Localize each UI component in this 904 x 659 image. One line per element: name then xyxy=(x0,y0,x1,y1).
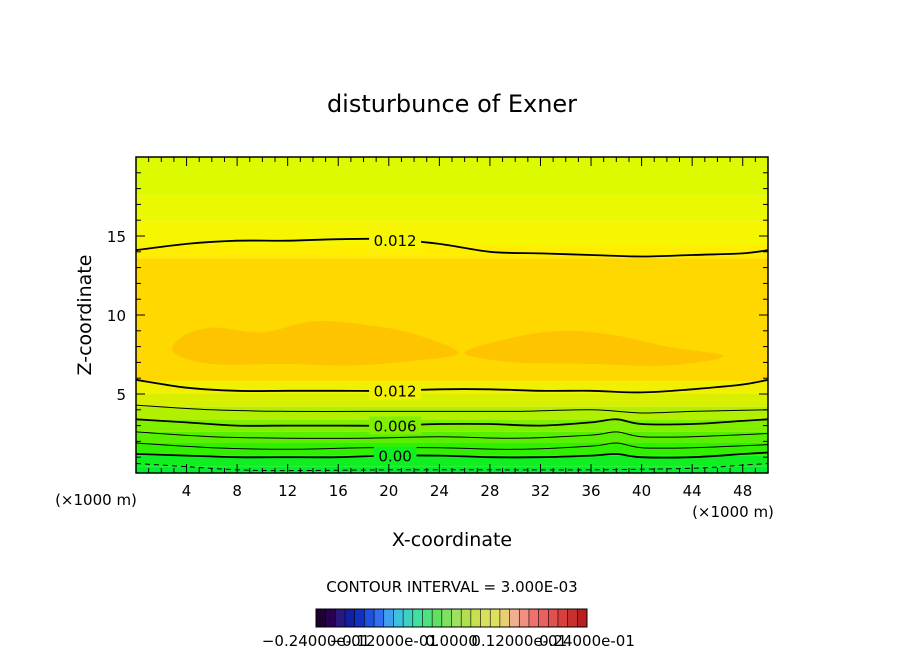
x-unit-right: (×1000 m) xyxy=(692,503,774,521)
contour-line-1 xyxy=(136,378,768,394)
x-tick-label-32: 32 xyxy=(531,482,550,500)
contour-line-6 xyxy=(136,451,768,459)
x-tick-label-8: 8 xyxy=(232,482,242,500)
colorbar-swatch-5 xyxy=(364,609,375,627)
contour-line-3 xyxy=(136,418,768,427)
contour-label-bg-3 xyxy=(369,416,422,435)
colorbar-swatch-13 xyxy=(441,609,452,627)
x-tick-label-20: 20 xyxy=(379,482,398,500)
contour-line-5 xyxy=(136,442,768,450)
y-axis-title: Z-coordinate xyxy=(74,255,96,376)
chart-title: disturbunce of Exner xyxy=(327,90,577,118)
contour-label-bg-6 xyxy=(373,446,417,465)
colorbar-swatch-4 xyxy=(354,609,365,627)
colorbar-swatch-9 xyxy=(403,609,414,627)
colorbar-swatch-27 xyxy=(577,609,588,627)
colorbar-swatch-0 xyxy=(316,609,326,627)
colorbar-swatch-26 xyxy=(567,609,578,627)
colorbar-swatch-16 xyxy=(470,609,481,627)
x-tick-label-48: 48 xyxy=(733,482,752,500)
contour-lines xyxy=(136,237,768,472)
colorbar-swatch-15 xyxy=(461,609,472,627)
x-unit-left: (×1000 m) xyxy=(55,491,137,509)
colorbar-label-0: −0.24000e-01 xyxy=(262,632,370,650)
fill-band-1 xyxy=(136,455,768,467)
contour-line-4 xyxy=(136,431,768,439)
contour-label-3: 0.006 xyxy=(374,417,417,435)
x-tick-label-24: 24 xyxy=(430,482,449,500)
y-tick-label-10: 10 xyxy=(107,307,126,325)
colorbar-swatch-17 xyxy=(480,609,491,627)
colorbar xyxy=(315,608,588,628)
max-region-0 xyxy=(172,320,459,366)
colorbar-swatch-21 xyxy=(519,609,530,627)
colorbar-swatch-14 xyxy=(451,609,462,627)
contour-label-6: 0.00 xyxy=(378,448,411,466)
colorbar-swatch-25 xyxy=(557,609,568,627)
colorbar-label-3: 0.12000e-01 xyxy=(471,632,567,650)
y-tick-label-5: 5 xyxy=(116,386,126,404)
colorbar-swatch-12 xyxy=(432,609,443,627)
fill-band-11 xyxy=(136,194,768,221)
contour-label-bg-0 xyxy=(369,230,422,249)
colorbar-swatch-6 xyxy=(374,609,385,627)
x-tick-label-44: 44 xyxy=(683,482,702,500)
colorbar-swatch-7 xyxy=(383,609,394,627)
colorbar-labels: −0.24000e-01−0.12000e-010.00000.12000e-0… xyxy=(262,632,635,650)
x-tick-label-40: 40 xyxy=(632,482,651,500)
colorbar-label-1: −0.12000e-01 xyxy=(330,632,438,650)
fill-band-2 xyxy=(136,442,768,456)
contour-label-0: 0.012 xyxy=(374,232,417,250)
x-axis-title: X-coordinate xyxy=(392,529,512,551)
colorbar-swatch-24 xyxy=(548,609,559,627)
colorbar-swatch-11 xyxy=(422,609,433,627)
x-tick-label-4: 4 xyxy=(182,482,192,500)
fill-band-7 xyxy=(136,381,768,394)
x-tick-label-16: 16 xyxy=(329,482,348,500)
colorbar-swatch-8 xyxy=(393,609,404,627)
contour-label-1: 0.012 xyxy=(374,383,417,401)
colorbar-swatch-23 xyxy=(538,609,549,627)
x-tick-label-12: 12 xyxy=(278,482,297,500)
colorbar-label-2: 0.0000 xyxy=(425,632,478,650)
fill-band-6 xyxy=(136,394,768,407)
fill-band-12 xyxy=(136,157,768,195)
contour-line-7 xyxy=(136,463,768,472)
contour-interval-text: CONTOUR INTERVAL = 3.000E-03 xyxy=(326,578,577,596)
contour-line-2 xyxy=(136,404,768,414)
colorbar-swatch-1 xyxy=(325,609,336,627)
colorbar-swatch-18 xyxy=(490,609,501,627)
colorbar-swatch-2 xyxy=(335,609,346,627)
x-tick-label-36: 36 xyxy=(581,482,600,500)
fill-band-5 xyxy=(136,406,768,420)
x-tick-label-28: 28 xyxy=(480,482,499,500)
colorbar-swatch-10 xyxy=(412,609,423,627)
contour-line-0 xyxy=(136,237,768,258)
fill-band-4 xyxy=(136,419,768,432)
fill-band-3 xyxy=(136,431,768,443)
colorbar-frame xyxy=(315,608,588,628)
contour-labels: 0.012 0.012 0.006 0.00 xyxy=(369,230,422,466)
colorbar-label-4: 0.24000e-01 xyxy=(539,632,635,650)
y-tick-label-15: 15 xyxy=(107,228,126,246)
colorbar-swatch-19 xyxy=(499,609,510,627)
x-tick-labels: 4 8 12 16 20 24 28 32 36 40 44 48 xyxy=(182,482,752,500)
y-tick-labels: 5 10 15 xyxy=(107,228,126,404)
colorbar-swatch-3 xyxy=(345,609,356,627)
colorbar-swatch-20 xyxy=(509,609,520,627)
axis-ticks xyxy=(136,157,768,473)
max-region-1 xyxy=(464,330,724,366)
contour-label-bg-1 xyxy=(369,381,422,400)
colorbar-swatch-22 xyxy=(528,609,539,627)
